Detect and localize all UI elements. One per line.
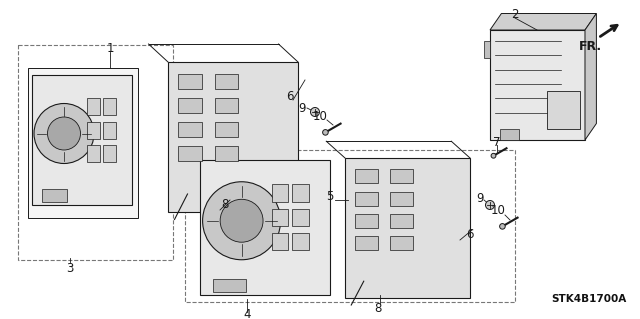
Polygon shape xyxy=(585,13,596,140)
Bar xyxy=(271,184,289,202)
Text: 7: 7 xyxy=(493,136,500,149)
Bar xyxy=(87,122,100,139)
Bar xyxy=(490,30,585,140)
Bar xyxy=(103,98,116,115)
FancyBboxPatch shape xyxy=(32,75,132,205)
Circle shape xyxy=(34,103,94,164)
Bar xyxy=(390,236,413,250)
Circle shape xyxy=(310,108,319,116)
Bar xyxy=(499,129,518,140)
Bar xyxy=(271,209,289,226)
Bar xyxy=(179,122,202,137)
Text: 6: 6 xyxy=(467,227,474,241)
Text: 9: 9 xyxy=(476,191,484,204)
Bar xyxy=(355,236,378,250)
Bar xyxy=(484,41,490,57)
Text: FR.: FR. xyxy=(579,40,602,53)
Bar xyxy=(179,74,202,89)
Bar xyxy=(547,91,580,129)
Circle shape xyxy=(491,153,496,158)
Bar xyxy=(185,150,515,302)
Text: 4: 4 xyxy=(243,308,251,319)
Bar xyxy=(292,233,309,250)
Polygon shape xyxy=(490,13,596,30)
Bar xyxy=(390,192,413,206)
Text: 10: 10 xyxy=(491,204,506,217)
Text: STK4B1700A: STK4B1700A xyxy=(551,294,626,304)
Text: 2: 2 xyxy=(511,8,519,20)
Circle shape xyxy=(323,130,328,135)
Circle shape xyxy=(486,201,495,210)
Text: 1: 1 xyxy=(106,41,114,55)
Bar xyxy=(168,62,298,212)
Bar xyxy=(179,146,202,161)
Circle shape xyxy=(500,224,505,229)
Text: 5: 5 xyxy=(326,189,333,203)
Bar xyxy=(345,158,470,298)
Bar xyxy=(215,146,238,161)
Text: 8: 8 xyxy=(221,197,228,211)
Bar xyxy=(18,45,173,260)
Bar xyxy=(355,192,378,206)
Bar xyxy=(215,98,238,113)
Bar xyxy=(390,169,413,183)
Bar xyxy=(87,145,100,162)
Bar xyxy=(355,214,378,228)
Bar xyxy=(292,184,309,202)
Bar xyxy=(87,98,100,115)
Bar xyxy=(292,209,309,226)
Bar xyxy=(215,74,238,89)
Bar xyxy=(42,189,67,202)
Text: 9: 9 xyxy=(298,101,306,115)
Text: 3: 3 xyxy=(67,262,74,275)
Text: 8: 8 xyxy=(374,301,381,315)
Bar xyxy=(179,98,202,113)
Text: 6: 6 xyxy=(286,90,294,102)
Bar xyxy=(103,145,116,162)
Circle shape xyxy=(220,199,263,242)
Bar xyxy=(355,169,378,183)
Circle shape xyxy=(47,117,81,150)
Text: 10: 10 xyxy=(312,109,328,122)
Bar xyxy=(215,122,238,137)
Bar xyxy=(213,279,246,292)
Circle shape xyxy=(203,182,280,260)
FancyBboxPatch shape xyxy=(200,160,330,295)
Bar xyxy=(28,68,138,218)
Bar xyxy=(103,122,116,139)
Bar xyxy=(271,233,289,250)
Bar xyxy=(390,214,413,228)
